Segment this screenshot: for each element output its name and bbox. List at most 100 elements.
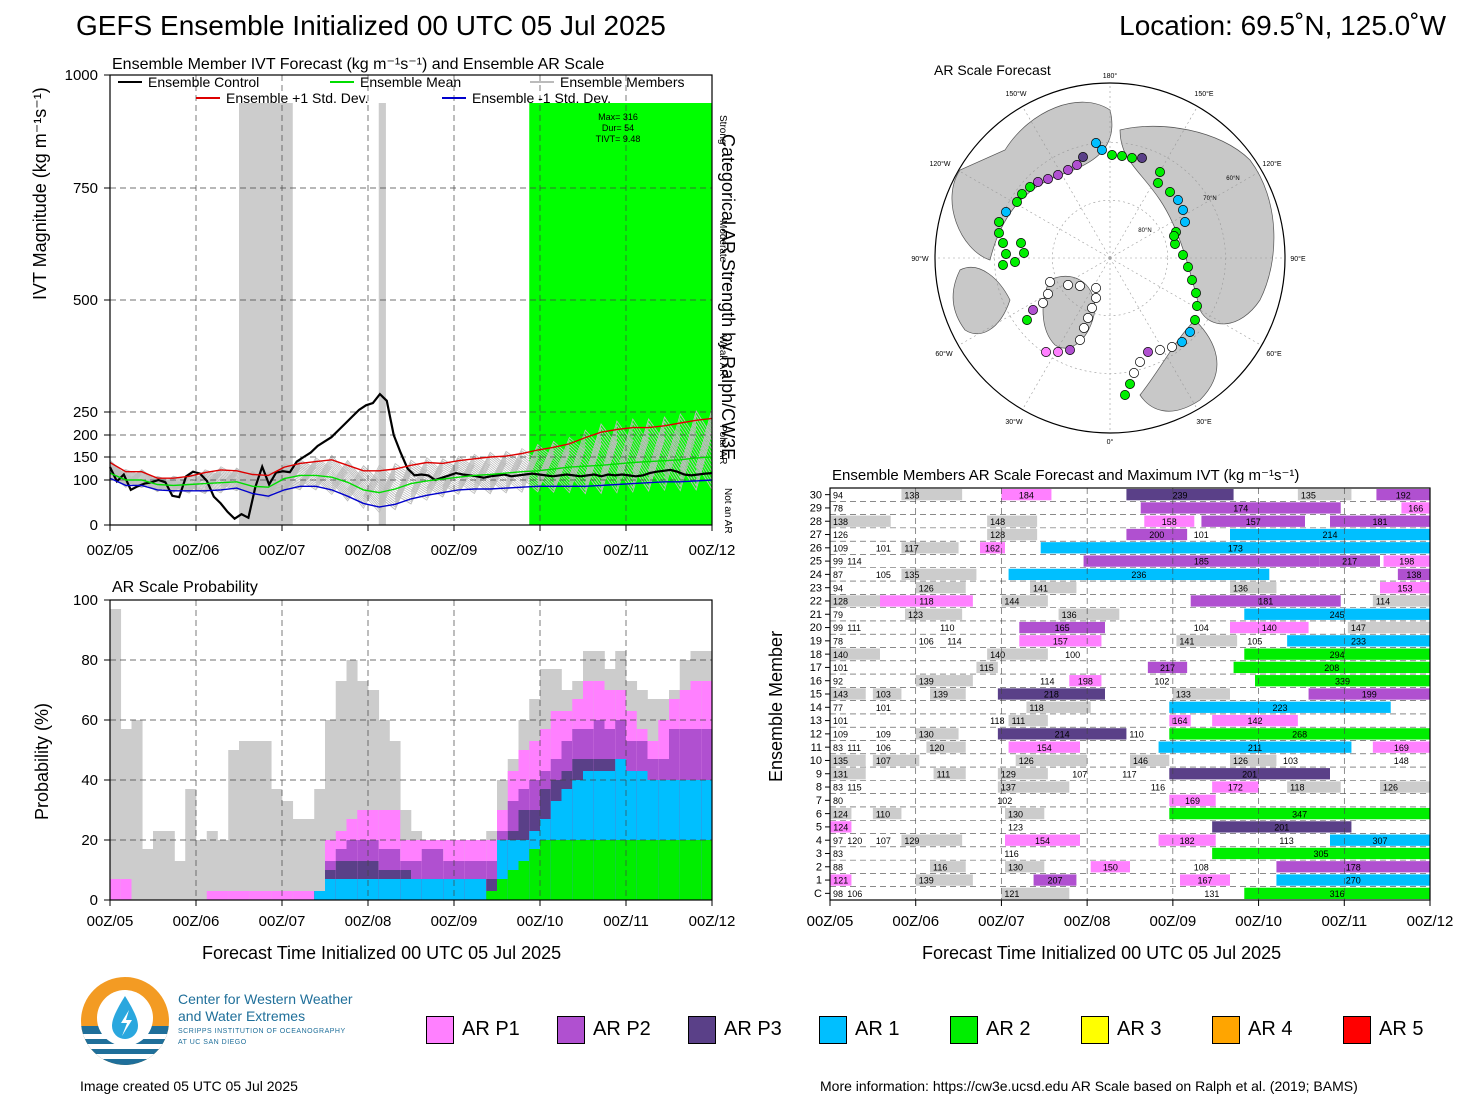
member-row-label: 15: [810, 689, 822, 701]
ivt-ytick-label: 150: [73, 449, 98, 466]
member-max-ivt-label: 92: [833, 676, 843, 686]
member-ar-segment: [880, 595, 973, 607]
member-ar-segment: [997, 688, 1105, 700]
prob-bar-not-ar: [163, 831, 175, 900]
member-ar-segment: [1008, 714, 1048, 727]
member-row-label: 3: [816, 848, 822, 860]
prob-bar-ar1: [325, 879, 337, 900]
map-ar-dot: [1192, 301, 1202, 311]
member-max-ivt-label: 178: [1346, 862, 1361, 872]
member-ar-segment: [1169, 807, 1430, 820]
prob-bar-not-ar: [282, 801, 294, 900]
prob-bar-not-ar: [110, 609, 122, 900]
member-ar-segment: [1005, 834, 1080, 846]
member-max-ivt-label: 105: [876, 570, 891, 580]
member-ar-shading: [239, 103, 293, 525]
member-ar-segment: [933, 768, 966, 780]
map-ar-dot: [1191, 288, 1201, 298]
ivt-xtick-label: 00Z/09: [431, 542, 478, 559]
member-max-ivt-label: 270: [1346, 876, 1361, 886]
prob-bar-ar1: [464, 879, 476, 900]
prob-bar-ar-p1: [110, 879, 122, 900]
map-ar-dot: [1063, 165, 1073, 175]
prob-bar-ar1: [346, 879, 358, 900]
legend-swatch-ar-5: [1343, 1016, 1371, 1044]
map-ar-dot: [1178, 205, 1188, 215]
member-ar-segment: [926, 741, 966, 753]
members-xtick-label: 00Z/07: [978, 913, 1025, 930]
member-ar-segment: [1383, 555, 1430, 567]
member-ar-segment: [1147, 661, 1188, 674]
member-ar-segment: [976, 661, 998, 674]
member-ar-segment: [1230, 528, 1430, 541]
member-row-label: 18: [810, 649, 822, 661]
ensemble-member-line: [109, 410, 713, 501]
member-ar-segment: [1169, 714, 1191, 727]
member-row-label: 25: [810, 556, 822, 568]
member-ar-segment: [901, 568, 977, 581]
member-max-ivt-label: 104: [1194, 623, 1209, 633]
strength-label: Polar AR: [717, 425, 728, 464]
member-max-ivt-label: 139: [933, 690, 948, 700]
ivt-chart: 0 100 150 200 250 500 750 1000 00Z/05 00Z/06 00Z/0…: [65, 67, 736, 559]
member-ar-segment: [1372, 595, 1430, 607]
ivt-ytick-label: 1000: [65, 67, 98, 84]
prob-bar-ar2: [647, 840, 659, 900]
ivt-legend-label: Ensemble Mean: [360, 74, 461, 90]
prob-bar-ar2: [497, 879, 509, 900]
member-max-ivt-label: 148: [1394, 756, 1409, 766]
member-max-ivt-label: 135: [1301, 490, 1316, 500]
member-max-ivt-label: 109: [833, 543, 848, 553]
prob-bar-ar2: [550, 840, 562, 900]
member-ar-segment: [1372, 741, 1430, 753]
legend-label: AR 5: [1379, 1018, 1424, 1040]
member-max-ivt-label: 118: [990, 716, 1004, 726]
member-max-ivt-label: 239: [1172, 490, 1187, 500]
ivt-ytick-label: 0: [90, 517, 98, 534]
prob-bar-ar1: [314, 891, 326, 900]
map-lat-label: 70°N: [1203, 196, 1216, 202]
member-max-ivt-label: 126: [1383, 783, 1398, 793]
map-ar-dot: [1169, 231, 1179, 241]
member-max-ivt-label: 116: [933, 862, 947, 872]
member-max-ivt-label: 83: [833, 849, 843, 859]
member-max-ivt-label: 154: [1037, 743, 1052, 753]
map-ar-dot: [998, 260, 1008, 270]
member-max-ivt-label: 123: [908, 610, 923, 620]
prob-xtick-label: 00Z/07: [259, 913, 306, 930]
member-ar-segment: [1001, 887, 1070, 899]
map-meridian: [1022, 257, 1111, 410]
ivt-xtick-label: 00Z/05: [87, 542, 134, 559]
map-ar-dot: [1120, 390, 1130, 400]
legend-label: AR 4: [1248, 1018, 1293, 1040]
prob-bar-ar1: [604, 771, 616, 900]
member-max-ivt-label: 126: [1019, 756, 1034, 766]
member-ar-segment: [1158, 741, 1352, 753]
member-max-ivt-label: 169: [1394, 743, 1409, 753]
location-label: Location: 69.5˚N, 125.0˚W: [1119, 10, 1446, 41]
ar-scale-map: 180° 150°W 150°E 120°W 120°E 90°W 90°E 60°W 60°E…: [911, 72, 1306, 446]
member-ar-segment: [1201, 515, 1305, 527]
member-ar-segment: [1130, 754, 1170, 767]
member-max-ivt-label: 158: [1162, 517, 1177, 527]
member-max-ivt-label: 121: [1004, 889, 1019, 899]
prob-bar-ar2: [593, 840, 605, 900]
prob-bar-ar1: [411, 879, 423, 900]
member-row-label: 22: [810, 596, 822, 608]
member-max-ivt-label: 169: [1185, 796, 1200, 806]
member-max-ivt-label: 100: [1065, 650, 1080, 660]
map-lon-label: 60°W: [935, 350, 953, 358]
member-max-ivt-label: 111: [1012, 716, 1026, 726]
map-ar-dot: [1078, 152, 1088, 162]
map-ar-dot: [1117, 151, 1127, 161]
member-ar-segment: [1212, 821, 1352, 833]
prob-xtick-label: 00Z/09: [431, 913, 478, 930]
legend-swatch-ar-2: [950, 1016, 978, 1044]
member-max-ivt-label: 307: [1372, 836, 1387, 846]
prob-bar-ar2: [615, 840, 627, 900]
member-max-ivt-label: 140: [833, 650, 848, 660]
map-meridian: [1109, 257, 1198, 410]
member-ar-segment: [1287, 635, 1430, 647]
member-ar-segment: [1397, 568, 1430, 581]
member-max-ivt-label: 116: [1004, 849, 1018, 859]
